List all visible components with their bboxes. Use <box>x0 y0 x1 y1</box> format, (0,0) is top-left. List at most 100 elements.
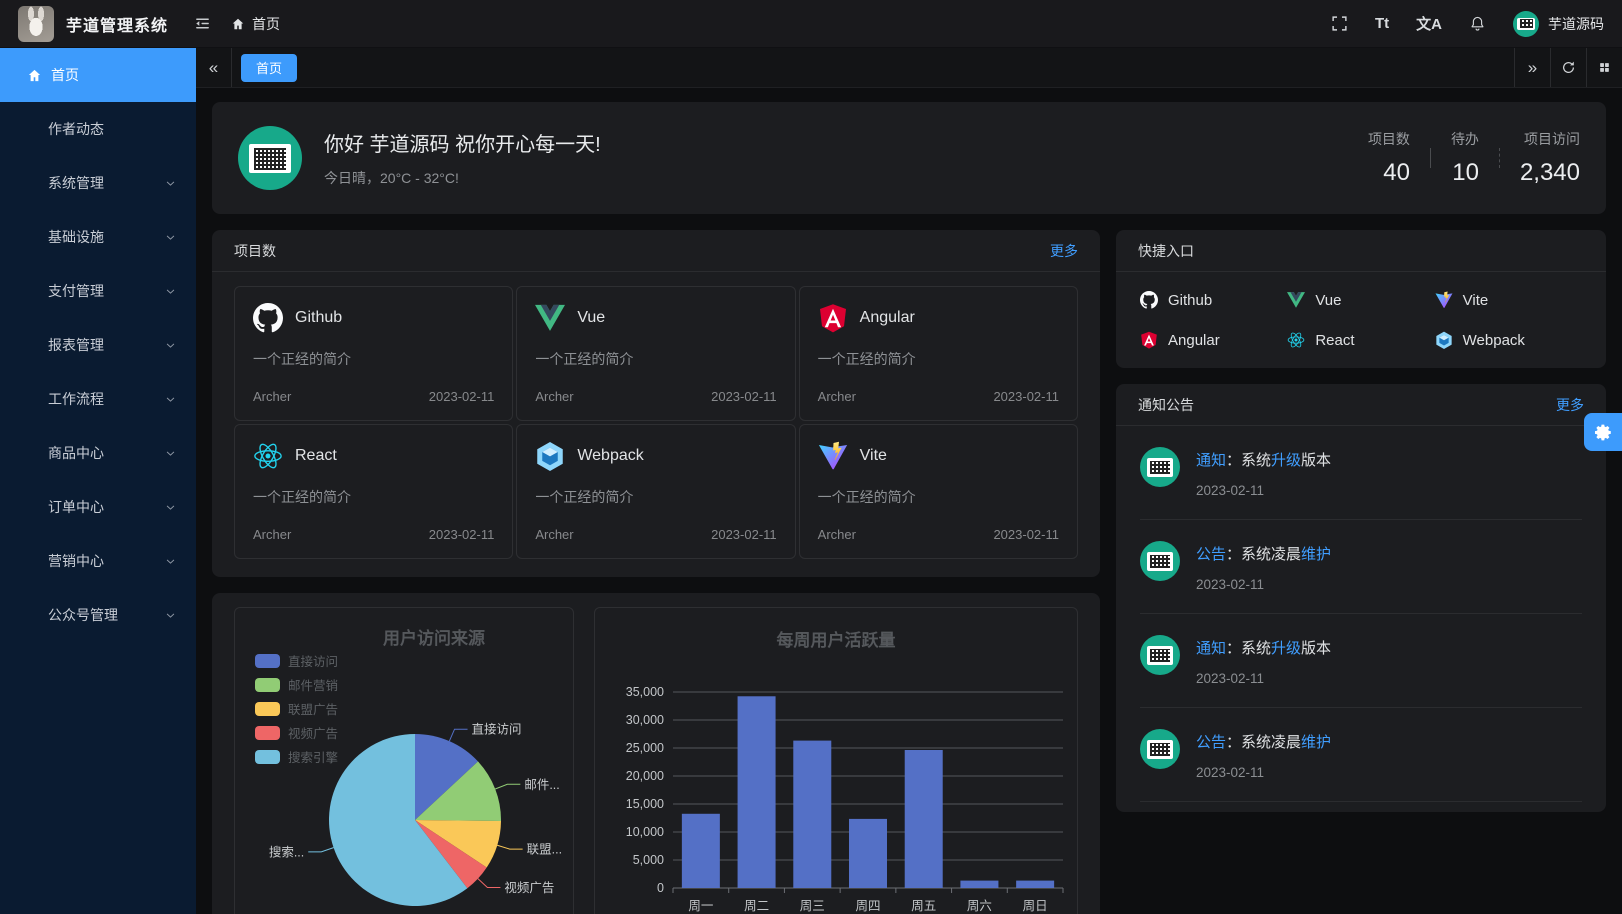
main-content: 你好 芋道源码 祝你开心每一天! 今日晴，20°C - 32°C! 项目数 40… <box>196 88 1622 914</box>
project-description: 一个正经的简介 <box>253 351 351 367</box>
svg-text:每周用户活跃量: 每周用户活跃量 <box>777 630 896 650</box>
tags-view-bar: « 首页 » <box>196 48 1622 88</box>
project-author: Archer <box>253 389 292 404</box>
svg-text:邮件营销: 邮件营销 <box>288 679 338 693</box>
shortcut-item-github[interactable]: Github <box>1140 285 1287 315</box>
project-description: 一个正经的简介 <box>535 351 634 367</box>
shortcut-icon <box>1287 331 1305 349</box>
svg-text:25,000: 25,000 <box>626 741 664 755</box>
shortcut-label: React <box>1315 331 1355 349</box>
notice-item[interactable]: 公告：系统凌晨维护 2023-02-11 <box>1140 708 1582 802</box>
sidebar-nav: 首页 作者动态 系统管理 基础设施 支付管理 报表管理 工作流程 商品中心 订单… <box>0 48 196 914</box>
notices-card: 通知公告 更多 通知：系统升级版本 2023-02-11 公告：系统凌晨维护 2… <box>1116 384 1606 812</box>
chevron-down-icon <box>165 556 176 567</box>
project-name: React <box>295 447 337 464</box>
fullscreen-icon[interactable] <box>1331 15 1348 32</box>
svg-text:搜索引擎: 搜索引擎 <box>288 750 338 765</box>
menu-fold-icon[interactable] <box>194 15 211 32</box>
project-card-angular[interactable]: Angular 一个正经的简介 Archer 2023-02-11 <box>798 286 1078 421</box>
settings-gear-button[interactable] <box>1584 413 1622 451</box>
font-size-icon[interactable]: Tt <box>1374 15 1390 32</box>
svg-text:联盟...: 联盟... <box>527 843 562 857</box>
welcome-card: 你好 芋道源码 祝你开心每一天! 今日晴，20°C - 32°C! 项目数 40… <box>212 102 1606 214</box>
sidebar-item-首页[interactable]: 首页 <box>0 48 196 102</box>
user-name: 芋道源码 <box>1548 15 1604 32</box>
project-name: Vite <box>859 447 887 464</box>
project-author: Archer <box>253 527 292 542</box>
sidebar-item-报表管理[interactable]: 报表管理 <box>0 318 196 372</box>
notification-bell-icon[interactable] <box>1469 15 1486 32</box>
project-description: 一个正经的简介 <box>535 489 634 505</box>
notice-date: 2023-02-11 <box>1196 483 1265 498</box>
notice-date: 2023-02-11 <box>1196 671 1265 686</box>
project-date: 2023-02-11 <box>711 527 777 542</box>
projects-more-link[interactable]: 更多 <box>1050 242 1078 259</box>
shortcut-label: Webpack <box>1462 331 1525 349</box>
notices-card-title: 通知公告 <box>1138 396 1194 413</box>
notice-item[interactable]: 通知：系统升级版本 2023-02-11 <box>1140 426 1582 520</box>
shortcut-label: Vue <box>1315 291 1342 309</box>
scroll-left-button[interactable]: « <box>196 48 232 87</box>
scroll-right-button[interactable]: » <box>1514 48 1550 87</box>
sidebar-item-基础设施[interactable]: 基础设施 <box>0 210 196 264</box>
shortcut-item-vite[interactable]: Vite <box>1435 285 1582 315</box>
projects-card: 项目数 更多 Github 一个正经的简介 Archer 2023-02-11 … <box>212 230 1100 577</box>
project-author: Archer <box>535 527 574 542</box>
svg-text:15,000: 15,000 <box>626 797 664 811</box>
user-menu[interactable]: 芋道源码 <box>1513 10 1604 37</box>
notice-item[interactable]: 公告：系统凌晨维护 2023-02-11 <box>1140 520 1582 614</box>
logo-avatar <box>18 5 54 42</box>
project-date: 2023-02-11 <box>993 527 1059 542</box>
chevron-down-icon <box>165 232 176 243</box>
project-card-github[interactable]: Github 一个正经的简介 Archer 2023-02-11 <box>234 286 514 421</box>
sidebar-item-营销中心[interactable]: 营销中心 <box>0 534 196 588</box>
chevron-down-icon <box>165 340 176 351</box>
chevron-down-icon <box>165 448 176 459</box>
project-author: Archer <box>817 527 856 542</box>
project-name: Github <box>295 309 343 326</box>
sidebar-item-作者动态[interactable]: 作者动态 <box>0 102 196 156</box>
app-logo[interactable]: 芋道管理系统 <box>18 5 168 42</box>
shortcut-item-webpack[interactable]: Webpack <box>1435 325 1582 355</box>
project-icon <box>535 441 565 471</box>
language-icon[interactable]: 文A <box>1416 16 1442 33</box>
shortcut-item-vue[interactable]: Vue <box>1287 285 1434 315</box>
sidebar-item-订单中心[interactable]: 订单中心 <box>0 480 196 534</box>
weather-text: 今日晴，20°C - 32°C! <box>324 170 459 186</box>
sidebar-item-label: 商品中心 <box>48 445 104 461</box>
bar-chart-weekly-activity: 每周用户活跃量 0 5,000 10,000 15,000 20,000 25,000 30,… <box>594 607 1078 914</box>
svg-text:搜索...: 搜索... <box>269 844 304 859</box>
shortcut-item-angular[interactable]: Angular <box>1140 325 1287 355</box>
svg-text:周三: 周三 <box>800 899 825 913</box>
project-card-vite[interactable]: Vite 一个正经的简介 Archer 2023-02-11 <box>798 424 1078 559</box>
svg-text:用户访问来源: 用户访问来源 <box>383 628 485 648</box>
refresh-icon[interactable] <box>1550 48 1586 87</box>
gear-icon <box>1594 423 1613 442</box>
sidebar-item-公众号管理[interactable]: 公众号管理 <box>0 588 196 642</box>
project-card-react[interactable]: React 一个正经的简介 Archer 2023-02-11 <box>234 424 514 559</box>
tab-home[interactable]: 首页 <box>241 53 298 82</box>
project-description: 一个正经的简介 <box>253 489 351 505</box>
layout-apps-icon[interactable] <box>1586 48 1622 87</box>
project-card-vue[interactable]: Vue 一个正经的简介 Archer 2023-02-11 <box>516 286 796 421</box>
svg-text:联盟广告: 联盟广告 <box>288 703 338 717</box>
shortcut-item-react[interactable]: React <box>1287 325 1434 355</box>
sidebar-item-系统管理[interactable]: 系统管理 <box>0 156 196 210</box>
shortcut-icon <box>1435 291 1453 309</box>
svg-text:0: 0 <box>657 881 664 895</box>
project-card-webpack[interactable]: Webpack 一个正经的简介 Archer 2023-02-11 <box>516 424 796 559</box>
notice-item[interactable]: 通知：系统升级版本 2023-02-11 <box>1140 614 1582 708</box>
notices-more-link[interactable]: 更多 <box>1556 396 1584 413</box>
project-description: 一个正经的简介 <box>817 351 916 367</box>
svg-text:周二: 周二 <box>744 899 769 913</box>
notice-text: 公告：系统凌晨维护 <box>1196 546 1332 563</box>
sidebar-item-label: 首页 <box>51 67 79 83</box>
sidebar-item-商品中心[interactable]: 商品中心 <box>0 426 196 480</box>
breadcrumb[interactable]: 首页 <box>231 14 280 34</box>
project-name: Webpack <box>577 447 644 464</box>
sidebar-item-工作流程[interactable]: 工作流程 <box>0 372 196 426</box>
chevron-down-icon <box>165 286 176 297</box>
sidebar-item-支付管理[interactable]: 支付管理 <box>0 264 196 318</box>
svg-text:直接访问: 直接访问 <box>288 654 338 669</box>
chevron-down-icon <box>165 394 176 405</box>
